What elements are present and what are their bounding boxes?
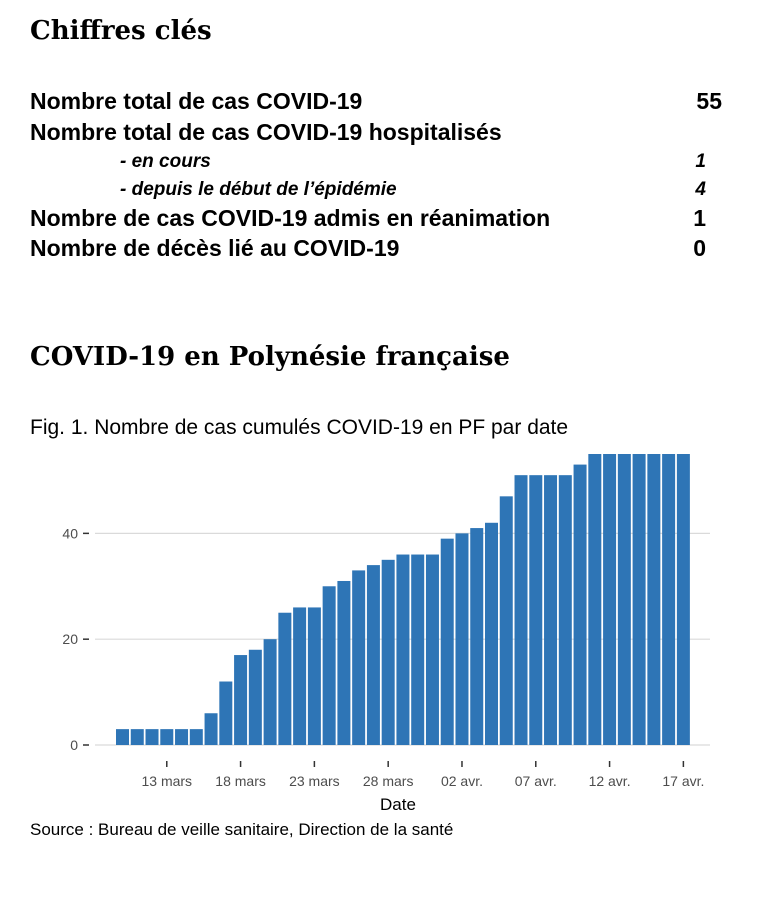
x-tick-label: 13 mars (141, 773, 192, 789)
bar (263, 639, 277, 745)
key-figures-heading: Chiffres clés (30, 16, 212, 46)
source-note: Source : Bureau de veille sanitaire, Dir… (30, 820, 454, 839)
chart-title: Fig. 1. Nombre de cas cumulés COVID-19 e… (30, 416, 569, 439)
bar (322, 586, 336, 745)
y-tick-label: 0 (70, 737, 78, 753)
bar (204, 713, 218, 745)
bar (588, 454, 602, 745)
bar (337, 580, 351, 745)
stat-label-total-cases: Nombre total de cas COVID-19 (30, 88, 363, 114)
stat-value-hospitalized-total: 4 (695, 179, 706, 200)
x-tick-label: 18 mars (215, 773, 266, 789)
bar (411, 554, 425, 745)
x-tick-label: 02 avr. (441, 773, 483, 789)
bar (558, 475, 572, 745)
bar (544, 475, 558, 745)
x-axis-label: Date (380, 795, 416, 814)
stat-value-deaths: 0 (693, 235, 706, 261)
bar (603, 454, 617, 745)
bar (145, 729, 159, 745)
bar (529, 475, 543, 745)
section-title: COVID-19 en Polynésie française (30, 342, 510, 372)
stat-value-icu: 1 (693, 205, 706, 231)
bar (632, 454, 646, 745)
y-tick-label: 20 (62, 631, 78, 647)
bar (573, 464, 587, 745)
bar (499, 496, 513, 745)
bar (647, 454, 661, 745)
bar (248, 649, 262, 745)
bar (130, 729, 144, 745)
stat-label-deaths: Nombre de décès lié au COVID-19 (30, 235, 400, 261)
bar (455, 533, 469, 745)
bar (234, 655, 248, 745)
bar (160, 729, 174, 745)
cumulative-cases-chart: 0 20 40 13 mars 18 mars 23 mars 28 mars 02 avr.… (62, 454, 710, 814)
bar (352, 570, 366, 745)
bar (366, 565, 380, 745)
bar (219, 681, 233, 745)
stat-value-hospitalized-current: 1 (695, 151, 706, 172)
stat-value-total-cases: 55 (696, 88, 722, 114)
x-tick-label: 12 avr. (589, 773, 631, 789)
stat-label-hospitalized: Nombre total de cas COVID-19 hospitalisé… (30, 119, 502, 145)
stat-label-hospitalized-current: - en cours (120, 151, 211, 172)
bar (440, 538, 454, 745)
stat-label-hospitalized-total: - depuis le début de l’épidémie (120, 179, 397, 200)
bar (676, 454, 690, 745)
stat-label-icu: Nombre de cas COVID-19 admis en réanimat… (30, 205, 551, 231)
bar (470, 528, 484, 745)
bar (662, 454, 676, 745)
x-tick-label: 17 avr. (662, 773, 704, 789)
bar (116, 729, 129, 745)
bar (175, 729, 189, 745)
bar (381, 559, 395, 745)
bar (278, 612, 292, 745)
x-tick-label: 28 mars (363, 773, 414, 789)
bar (514, 475, 528, 745)
x-tick-label: 07 avr. (515, 773, 557, 789)
y-tick-label: 40 (62, 525, 78, 541)
bar (425, 554, 439, 745)
bar (617, 454, 631, 745)
bar (189, 729, 203, 745)
bar (293, 607, 307, 745)
bar (307, 607, 321, 745)
x-tick-label: 23 mars (289, 773, 340, 789)
bar (485, 522, 498, 745)
bar (396, 554, 410, 745)
